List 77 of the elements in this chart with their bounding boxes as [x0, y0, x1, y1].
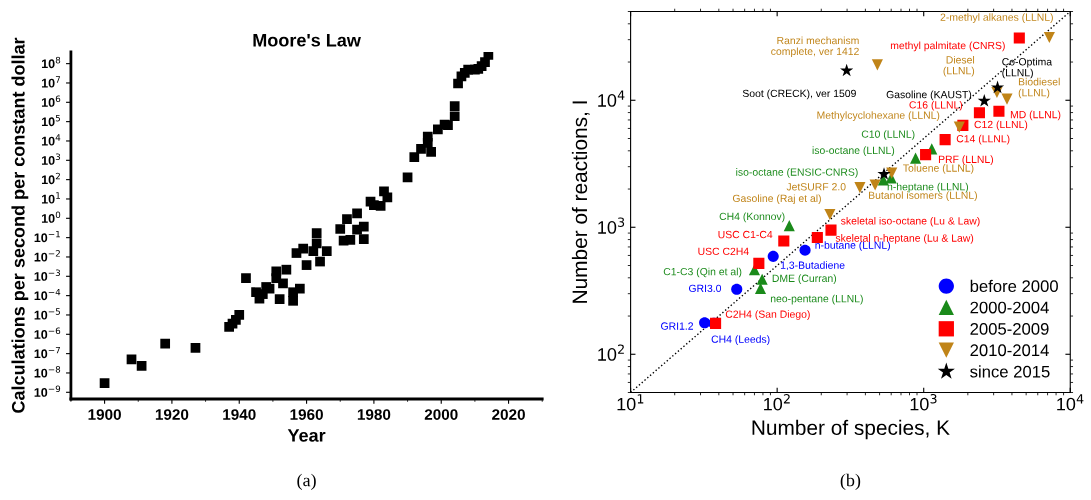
text: (b): [840, 473, 861, 490]
annotation: Ranzi mechanism complete, ver 1412: [771, 36, 859, 58]
annotation: n-heptane (LLNL): [887, 182, 969, 193]
y-tick-label: 10$^{−5}$: [34, 308, 60, 320]
annotation: C12 (LLNL): [974, 120, 1028, 131]
annotation: Soot (CRECK), ver 1509: [742, 89, 856, 100]
annotation: CH4 (Konnov): [719, 212, 785, 223]
annotation: USC C1-C4: [718, 230, 773, 239]
annotation: JetSURF 2.0: [786, 183, 846, 191]
y-tick-label: 10$^{8}$: [41, 56, 61, 69]
y-tick-label: 10$^{6}$: [41, 95, 61, 107]
y-tick-label: 10$^{−4}$: [34, 288, 61, 301]
annotation: C1-C3 (Qin et al): [663, 267, 742, 278]
legend-label: 2010-2014: [970, 344, 1049, 357]
y-tick-label: 10$^{−3}$: [34, 269, 61, 281]
x-tick-label: 10$^{1}$: [617, 394, 644, 411]
y-tick-label: 10$^{0}$: [41, 211, 61, 223]
annotation: DME (Curran): [772, 274, 837, 285]
y-tick-label: 10$^{2}$: [41, 172, 60, 185]
annotation: 2-methyl alkanes (LLNL): [940, 13, 1053, 23]
x-tick-label: 2000: [424, 409, 458, 420]
x-axis-title: Year: [287, 429, 326, 442]
x-axis-title: Number of species, K: [752, 419, 950, 440]
y-tick-label: 10$^{−8}$: [34, 366, 61, 378]
y-tick-label: 10$^{3}$: [598, 217, 625, 234]
legend-label: 2000-2004: [970, 301, 1049, 314]
annotation: GRI1.2: [661, 322, 693, 330]
y-tick-label: 10$^{5}$: [41, 114, 61, 127]
annotation: MD (LLNL): [1010, 110, 1061, 121]
annotation: Methylcyclohexane (LLNL): [817, 111, 940, 121]
annotation: Gasoline (KAUST): [886, 90, 972, 101]
y-tick-label: 10$^{2}$: [598, 344, 624, 361]
annotation: iso-octane (LLNL): [812, 146, 895, 157]
legend-label: since 2015: [970, 365, 1050, 378]
y-tick-label: 10$^{3}$: [41, 153, 61, 165]
x-tick-label: 1940: [223, 409, 256, 420]
annotation: skeletal iso-octane (Lu & Law): [841, 216, 980, 227]
x-tick-label: 1980: [357, 409, 391, 420]
y-tick-label: 10$^{4}$: [41, 134, 61, 146]
annotation: C2H4 (San Diego): [725, 310, 810, 320]
x-tick-label: 2020: [492, 409, 525, 420]
y-tick-label: 10$^{1}$: [41, 192, 60, 204]
annotation: Diesel (LLNL): [943, 55, 975, 77]
annotation: C14 (LLNL): [956, 134, 1010, 145]
x-tick-label: 1920: [155, 409, 189, 420]
y-tick-label: 10$^{−6}$: [34, 327, 61, 339]
annotation: neo-pentane (LLNL): [770, 294, 863, 305]
y-axis-title: Calculations per second per constant dollar: [11, 37, 29, 413]
chart-title: Moore's Law: [253, 34, 361, 47]
annotation: Butanol isomers (LLNL): [869, 191, 977, 202]
legend-label: before 2000: [970, 279, 1058, 293]
x-tick-label: 1960: [290, 409, 323, 420]
y-tick-label: 10$^{7}$: [41, 76, 61, 88]
annotation: Gasoline (Raj et al): [732, 194, 821, 205]
text: (a): [297, 473, 316, 490]
annotation: Biodiesel (LLNL): [1018, 77, 1060, 99]
y-tick-label: 10$^{−7}$: [34, 346, 60, 359]
x-tick-label: 1900: [88, 409, 121, 420]
annotation: Co-Optima (LLNL): [1002, 57, 1053, 79]
y-tick-label: 10$^{4}$: [598, 90, 625, 107]
y-axis-title: Number of reactions, I: [571, 101, 590, 303]
annotation: methyl palmitate (CNRS): [890, 41, 1005, 52]
annotation: C10 (LLNL): [861, 130, 915, 140]
y-tick-label: 10$^{−2}$: [34, 250, 60, 262]
x-tick-label: 10$^{4}$: [1057, 394, 1084, 411]
y-tick-label: 10$^{−1}$: [34, 230, 60, 243]
y-tick-label: 10$^{−9}$: [34, 385, 61, 397]
x-tick-label: 10$^{3}$: [910, 394, 937, 411]
x-tick-label: 10$^{2}$: [764, 394, 790, 411]
annotation: 1,3-Butadiene: [780, 261, 845, 271]
annotation: iso-octane (ENSIC-CNRS): [736, 168, 858, 178]
annotation: GRI3.0: [688, 284, 722, 293]
legend-label: 2005-2009: [970, 323, 1049, 335]
annotation: Toluene (LLNL): [903, 164, 974, 174]
annotation: CH4 (Leeds): [711, 335, 770, 345]
annotation: USC C2H4: [698, 247, 749, 256]
annotation: C16 (LLNL): [909, 100, 963, 111]
